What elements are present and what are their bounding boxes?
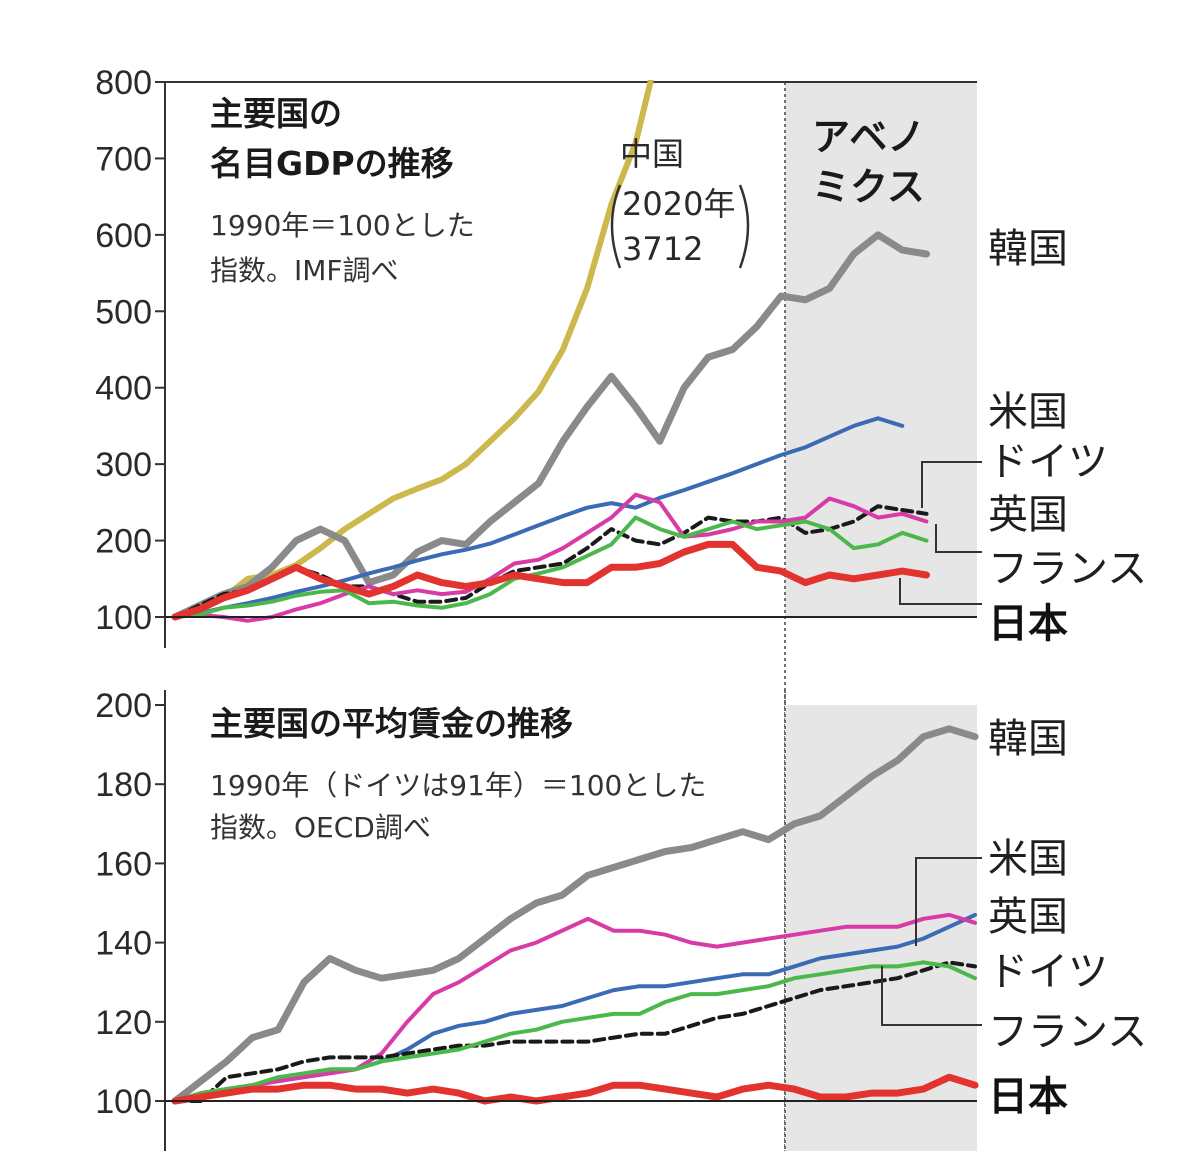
wage-end-label-uk: 英国	[988, 894, 1068, 940]
wage-y-tick-label: 140	[95, 925, 152, 963]
gdp-end-label-germany: ドイツ	[988, 439, 1108, 485]
wage-title: 主要国の平均賃金の推移	[210, 704, 573, 743]
wage-subtitle-line-1: 1990年（ドイツは91年）＝100とした	[210, 769, 706, 802]
gdp-leader-japan	[899, 578, 982, 605]
wage-series-line-日本	[171, 1073, 979, 1105]
gdp-y-tick-label: 200	[95, 523, 152, 561]
wage-end-label-germany: ドイツ	[988, 949, 1108, 995]
china-note-value: 3712	[622, 230, 703, 268]
wage-y-ticks: 100 120 140 160 180 200	[95, 687, 165, 1121]
gdp-series-line-米国	[173, 416, 905, 619]
gdp-leader-france	[935, 524, 982, 553]
wage-y-tick-label: 120	[95, 1004, 152, 1042]
gdp-end-label-uk: 英国	[988, 492, 1068, 538]
wage-y-tick-label: 180	[95, 766, 152, 804]
wage-y-tick-label: 160	[95, 845, 152, 883]
gdp-y-tick-label: 400	[95, 370, 152, 408]
gdp-series-line-日本	[171, 540, 930, 621]
gdp-series-line-英国	[173, 492, 929, 623]
wage-end-label-us: 米国	[988, 836, 1068, 882]
gdp-y-tick-label: 300	[95, 446, 152, 484]
gdp-series-line-フランス	[173, 515, 929, 619]
gdp-title-line-2: 名目GDPの推移	[210, 144, 454, 183]
wage-series-line-英国	[173, 912, 977, 1103]
wage-chart: 100 120 140 160 180 200 主要国の平均賃金の推移 1990年（ドイツ…	[95, 687, 1147, 1151]
gdp-series-line-中国	[172, 80, 655, 620]
wage-series-line-フランス	[173, 960, 977, 1103]
gdp-series-line-韓国	[171, 231, 930, 621]
gdp-y-ticks: 100 200 300 400 500 600 700 800	[95, 64, 165, 637]
gdp-chart: 100 200 300 400 500 600 700 800 主要国の 名目GDPの推移 1…	[95, 64, 1147, 1151]
gdp-y-tick-label: 500	[95, 293, 152, 331]
wage-end-label-japan: 日本	[988, 1074, 1068, 1120]
gdp-title-line-1: 主要国の	[210, 94, 342, 133]
gdp-y-tick-label: 600	[95, 217, 152, 255]
abenomics-label-line-2: ミクス	[812, 165, 925, 209]
gdp-subtitle-line-2: 指数。IMF調べ	[210, 254, 399, 287]
gdp-series-lines	[171, 80, 930, 623]
wage-leader-us	[915, 857, 982, 946]
china-note-paren-left	[610, 184, 622, 269]
gdp-end-label-france: フランス	[988, 546, 1147, 592]
china-note-label: 中国	[620, 135, 684, 173]
china-note-paren-right	[738, 184, 750, 269]
gdp-end-label-korea: 韓国	[988, 226, 1068, 272]
wage-leader-france	[881, 966, 982, 1026]
china-note-year: 2020年	[622, 185, 735, 223]
gdp-y-tick-label: 700	[95, 140, 152, 178]
wage-y-tick-label: 200	[95, 687, 152, 725]
abenomics-shade	[785, 82, 977, 617]
wage-series-line-ドイツ	[173, 960, 977, 1103]
gdp-y-tick-label: 100	[95, 599, 152, 637]
abenomics-label-line-1: アベノ	[812, 115, 925, 159]
gdp-y-tick-label: 800	[95, 64, 152, 102]
wage-subtitle-line-2: 指数。OECD調べ	[210, 811, 431, 844]
wage-end-label-france: フランス	[988, 1009, 1147, 1055]
wage-y-tick-label: 100	[95, 1083, 152, 1121]
wage-end-label-korea: 韓国	[988, 716, 1068, 762]
gdp-subtitle-line-1: 1990年＝100とした	[210, 209, 475, 242]
wage-series-line-韓国	[171, 725, 979, 1105]
wage-series-lines	[171, 725, 979, 1105]
gdp-end-label-us: 米国	[988, 389, 1068, 435]
gdp-leader-germany	[921, 461, 982, 508]
gdp-end-label-japan: 日本	[988, 601, 1068, 647]
